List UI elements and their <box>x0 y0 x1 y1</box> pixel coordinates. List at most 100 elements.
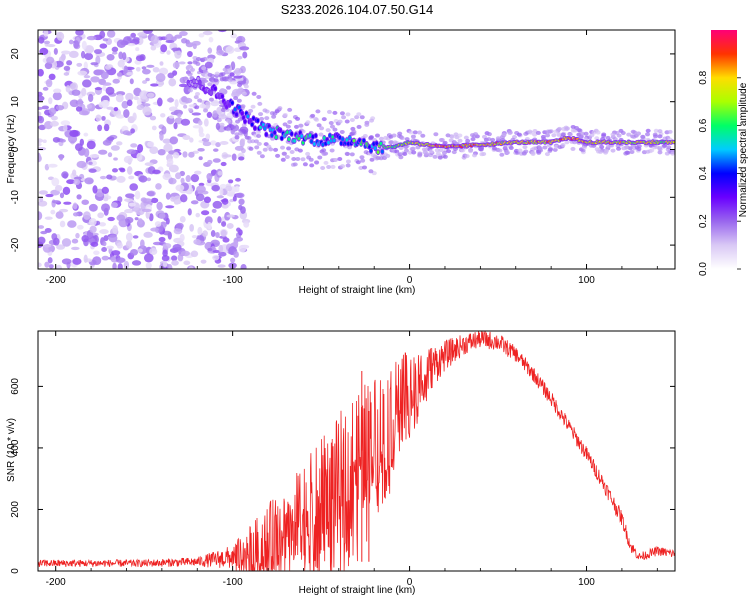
spectrogram-noise-cell <box>216 106 223 115</box>
spectrogram-noise-cell <box>163 143 173 153</box>
spectrogram-halo-cell <box>417 152 423 157</box>
spectrogram-noise-cell <box>227 179 234 184</box>
spectrogram-noise-cell <box>211 208 217 214</box>
spectrogram-noise-cell <box>38 262 42 268</box>
spectrogram-noise-cell <box>220 161 227 167</box>
spectrogram-noise-cell <box>126 166 133 175</box>
spectrogram-noise-cell <box>187 208 192 216</box>
spectrogram-halo-cell <box>340 164 346 169</box>
spectrogram-noise-cell <box>230 33 237 39</box>
spectrogram-noise-cell <box>171 47 181 51</box>
spectrogram-halo-cell <box>236 98 242 103</box>
spectrogram-noise-cell <box>233 75 243 79</box>
spectrogram-noise-cell <box>63 65 71 71</box>
spectrogram-noise-cell <box>136 104 144 111</box>
spectrogram-halo-cell <box>412 130 418 135</box>
spectrogram-noise-cell <box>123 155 133 164</box>
spectrogram-noise-cell <box>150 197 159 204</box>
spectrogram-halo-cell <box>250 104 256 109</box>
spectrogram-noise-cell <box>212 110 218 118</box>
spectrogram-noise-cell <box>38 138 44 143</box>
spectrogram-halo-cell <box>516 132 522 137</box>
spectrogram-noise-cell <box>125 232 133 242</box>
spectrogram-ridge-cell <box>321 142 325 147</box>
spectrogram-noise-cell <box>81 235 89 243</box>
spectrogram-noise-cell <box>137 32 147 37</box>
spectrogram-noise-cell <box>131 260 142 266</box>
spectrogram-noise-cell <box>202 141 212 147</box>
spectrogram-noise-cell <box>187 50 193 58</box>
spectrogram-halo-cell <box>326 164 332 169</box>
spectrogram-noise-cell <box>196 185 206 193</box>
spectrogram-noise-cell <box>100 71 109 80</box>
spectrogram-halo-cell <box>535 130 541 135</box>
spectrogram-noise-cell <box>149 247 158 256</box>
spectrogram-noise-cell <box>111 250 121 256</box>
spectrogram-noise-cell <box>149 115 157 121</box>
spectrogram-noise-cell <box>150 83 159 87</box>
spectrogram-halo-cell <box>437 155 443 160</box>
spectrogram-ridge-cell <box>368 145 371 149</box>
spectrogram-noise-cell <box>215 122 221 131</box>
spectrogram-halo-cell <box>188 88 194 93</box>
spectrogram-noise-cell <box>43 40 51 45</box>
spectrogram-halo-cell <box>309 163 315 168</box>
spectrogram-noise-cell <box>119 168 126 173</box>
spectrogram-noise-cell <box>134 217 139 221</box>
spectrogram-halo-cell <box>645 132 651 137</box>
spectrogram-halo-cell <box>208 97 214 102</box>
spectrogram-noise-cell <box>99 229 109 235</box>
spectrogram-noise-cell <box>69 129 79 138</box>
spectrogram-ridge-cell <box>338 135 342 140</box>
spectrogram-noise-cell <box>106 53 115 61</box>
spectrogram-noise-cell <box>145 262 152 269</box>
spectrogram-noise-cell <box>162 173 172 181</box>
spectrogram-halo-cell <box>420 133 426 138</box>
spectrogram-halo-cell <box>404 137 410 142</box>
spectrogram-noise-cell <box>69 99 80 108</box>
spectrogram-halo-cell <box>202 56 208 61</box>
spectrogram-noise-cell <box>221 221 227 227</box>
spectrogram-noise-cell <box>169 136 179 145</box>
spectrogram-noise-cell <box>62 186 71 196</box>
spectrogram-halo-cell <box>442 154 448 159</box>
spectrogram-noise-cell <box>52 237 60 246</box>
spectrogram-halo-cell <box>268 147 274 152</box>
spectrogram-noise-cell <box>112 51 118 55</box>
spectrogram-noise-cell <box>71 238 79 244</box>
spectrogram-noise-cell <box>213 148 219 152</box>
spectrogram-noise-cell <box>116 214 126 222</box>
spectrogram-halo-cell <box>246 136 252 141</box>
spectrogram-noise-cell <box>61 171 69 179</box>
spectrogram-halo-cell <box>196 57 202 62</box>
spectrogram-halo-cell <box>441 150 447 155</box>
spectrogram-noise-cell <box>125 240 133 249</box>
spectrogram-noise-cell <box>195 212 201 218</box>
spectrogram-noise-cell <box>197 226 203 236</box>
spectrogram-halo-cell <box>238 87 244 92</box>
spectrogram-halo-cell <box>594 136 600 141</box>
spectrogram-noise-cell <box>43 30 49 37</box>
spectrogram-noise-cell <box>183 85 191 95</box>
spectrogram-noise-cell <box>206 173 213 181</box>
spectrogram-noise-cell <box>92 256 102 266</box>
spectrogram-noise-cell <box>110 145 120 151</box>
spectrogram-noise-cell <box>107 216 115 222</box>
spectrogram-halo-cell <box>354 115 360 120</box>
spectrogram-noise-cell <box>202 30 213 36</box>
spectrogram-x-label: Height of straight line (km) <box>299 285 416 296</box>
spectrogram-noise-cell <box>146 191 155 197</box>
spectrogram-halo-cell <box>457 133 463 138</box>
spectrogram-halo-cell <box>315 109 321 114</box>
spectrogram-noise-cell <box>38 111 42 117</box>
spectrogram-noise-cell <box>198 156 203 161</box>
spectrogram-halo-cell <box>259 154 265 159</box>
spectrogram-ridge-cell <box>279 128 282 133</box>
spectrogram-noise-cell <box>189 137 194 143</box>
spectrogram-noise-cell <box>216 49 225 56</box>
spectrogram-halo-cell <box>264 116 270 121</box>
spectrogram-halo-cell <box>187 107 193 112</box>
spectrogram-halo-cell <box>207 63 213 68</box>
spectrogram-halo-cell <box>385 153 391 158</box>
